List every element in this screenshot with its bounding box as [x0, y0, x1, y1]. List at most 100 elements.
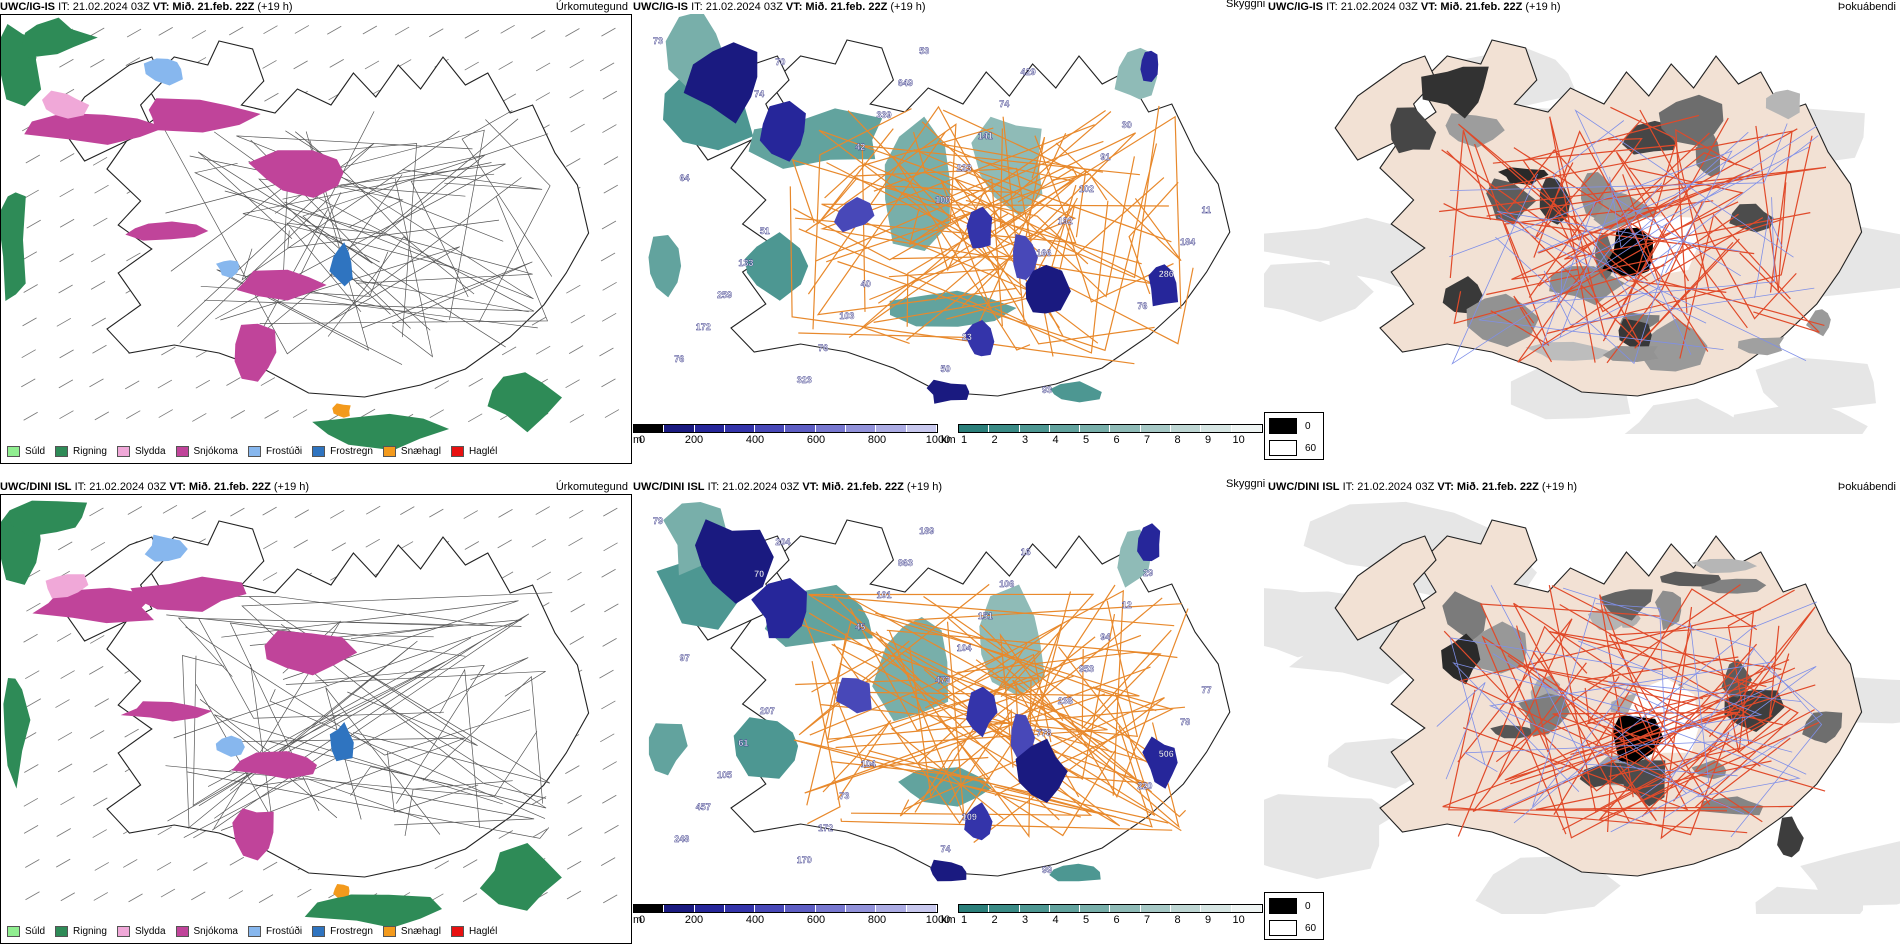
wind-barb	[294, 25, 310, 34]
fog-indicator-area	[1441, 633, 1481, 685]
road-line	[222, 131, 370, 351]
precip-area-rigning	[1, 192, 26, 301]
colorbar-cell	[1049, 905, 1081, 912]
cloud-base-label: 51	[760, 226, 770, 236]
road-line	[1492, 144, 1676, 317]
wind-barb	[569, 509, 584, 519]
road-line	[439, 668, 481, 829]
road-line	[1128, 181, 1179, 295]
cloud-base-label: 73	[839, 791, 849, 801]
model-name: UWC/IG-IS	[0, 1, 55, 13]
wind-barb	[60, 153, 75, 162]
precip-area-frostúði	[144, 534, 188, 562]
wind-barb	[258, 894, 274, 903]
colorbar-cell	[906, 905, 937, 912]
wind-barb	[193, 829, 208, 839]
road-line	[254, 778, 423, 820]
legend-swatch	[382, 446, 396, 457]
road-line	[806, 621, 1105, 806]
legend-item: Slydda	[116, 446, 166, 457]
cloud-base-label: 23	[962, 332, 972, 342]
wind-barb	[191, 30, 207, 39]
fog-indicator-area	[1700, 578, 1767, 594]
cloud-base-label: 649	[898, 78, 913, 88]
cloud-base-panel: UWC/IG-IS IT: 21.02.2024 03Z VT: Mið. 21…	[633, 0, 1263, 470]
road-line	[921, 121, 1135, 298]
road-line	[793, 207, 981, 261]
wind-barb	[55, 699, 70, 708]
road-line	[1452, 662, 1793, 792]
colorbar-cell	[1140, 425, 1172, 432]
wind-barb	[569, 414, 585, 423]
wind-barb	[567, 571, 582, 581]
wind-barb	[264, 92, 279, 102]
colorbar-cell	[1201, 425, 1232, 432]
panel-title: Úrkomutegund	[555, 481, 628, 493]
cloud-base-label: 78	[1180, 717, 1190, 727]
legend-item: Frostúði	[247, 926, 302, 937]
road-line	[1754, 214, 1783, 298]
road-line	[236, 135, 504, 242]
wind-barb	[565, 28, 580, 37]
road-line	[1548, 584, 1773, 812]
road-line	[362, 261, 533, 329]
panel-header: UWC/IG-IS IT: 21.02.2024 03Z VT: Mið. 21…	[633, 0, 926, 14]
colorbar-cell	[1231, 905, 1262, 912]
cloud-base-area	[1148, 264, 1179, 307]
fog-key: 0 60	[1264, 892, 1324, 940]
cloud-base-label: 104	[861, 759, 876, 769]
colorbar-cell	[1049, 425, 1081, 432]
road-line	[1442, 699, 1748, 834]
cloud-base-label: 76	[674, 354, 684, 364]
road-line	[831, 715, 991, 780]
wind-barb	[600, 857, 616, 866]
fog-key-max: 60	[1305, 442, 1317, 454]
cloud-base-label: 133	[738, 258, 753, 268]
wind-barb	[126, 28, 142, 38]
road-line	[1472, 662, 1796, 813]
cloud-base-label: 184	[1180, 237, 1195, 247]
colorbar-tick: 3	[1022, 434, 1029, 446]
lead-time: (+19 h)	[1525, 1, 1561, 13]
wind-barb	[89, 666, 104, 675]
precip-area-snjókoma	[231, 751, 317, 779]
model-name: UWC/IG-IS	[633, 1, 688, 13]
legend-label: Frostregn	[330, 446, 373, 457]
road-line	[1564, 128, 1811, 260]
road-line	[294, 131, 409, 241]
road-line	[804, 666, 1151, 794]
fog-haze	[1755, 357, 1876, 414]
colorbar-cell	[694, 905, 725, 912]
fog-indicator-area	[1490, 724, 1538, 739]
cloud-base-label: 105	[717, 770, 732, 780]
road-line	[791, 159, 1142, 265]
road-line	[179, 111, 375, 344]
road-line	[198, 617, 444, 719]
vt-value: Mið. 21.feb. 22Z	[1440, 1, 1526, 13]
cloud-base-label: 238	[1058, 696, 1073, 706]
wind-barb	[59, 410, 74, 420]
vt-label: VT:	[785, 1, 806, 13]
wind-barb	[56, 633, 72, 642]
wind-barb	[497, 539, 512, 549]
wind-barb	[429, 409, 444, 419]
road-line	[402, 169, 543, 190]
road-line	[410, 173, 495, 298]
wind-barb	[434, 380, 449, 389]
road-line	[798, 200, 1109, 354]
colorbar-tick: 6	[1113, 914, 1120, 926]
colorbar-cell	[664, 425, 695, 432]
road-line	[1449, 637, 1662, 765]
wind-barb	[24, 764, 39, 773]
vt-label: VT:	[1420, 1, 1441, 13]
road-line	[1481, 635, 1763, 835]
wind-barb	[602, 90, 618, 100]
wind-barb	[567, 795, 582, 804]
road-line	[833, 609, 1140, 697]
road-line	[1504, 200, 1714, 283]
road-line	[837, 143, 1158, 352]
road-line	[216, 269, 448, 365]
road-line	[905, 603, 1182, 712]
road-line	[826, 162, 1194, 345]
wind-barb	[125, 57, 141, 66]
